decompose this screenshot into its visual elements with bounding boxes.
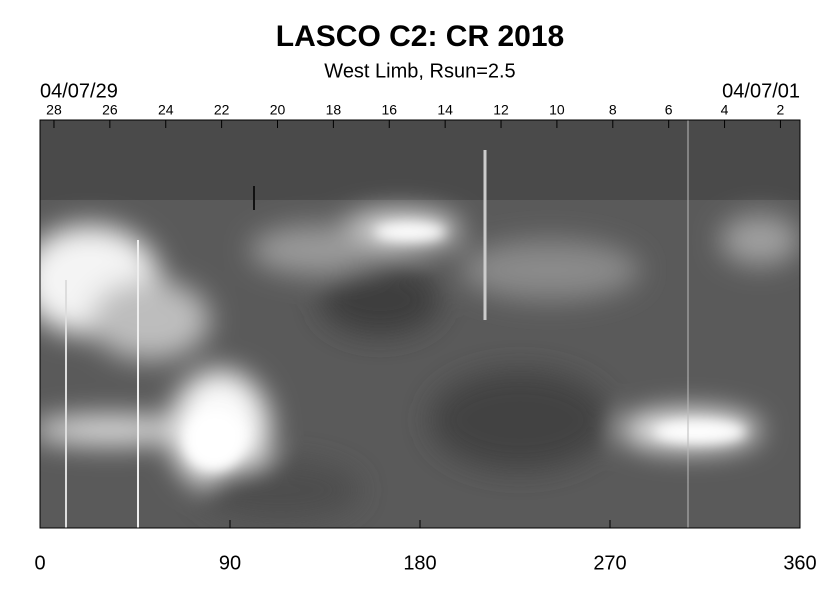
x-tick-label: 180 [403, 552, 436, 574]
chart-title: LASCO C2: CR 2018 [276, 20, 564, 53]
chart-subtitle: West Limb, Rsun=2.5 [324, 60, 515, 82]
top-tick-label: 2 [777, 102, 785, 118]
top-tick-label: 4 [721, 102, 729, 118]
top-tick-label: 26 [102, 102, 118, 118]
start-date: 04/07/29 [40, 80, 118, 102]
top-tick-label: 10 [549, 102, 565, 118]
top-tick-label: 12 [493, 102, 509, 118]
x-tick-label: 0 [34, 552, 45, 574]
top-tick-label: 22 [214, 102, 230, 118]
top-tick-label: 8 [609, 102, 617, 118]
top-tick-label: 20 [270, 102, 286, 118]
x-tick-label: 270 [593, 552, 626, 574]
top-tick-label: 6 [665, 102, 673, 118]
end-date: 04/07/01 [722, 80, 800, 102]
x-tick-label: 90 [219, 552, 241, 574]
synoptic-image [40, 120, 800, 528]
top-tick-label: 14 [437, 102, 453, 118]
top-tick-label: 28 [46, 102, 62, 118]
x-tick-label: 360 [783, 552, 816, 574]
top-tick-label: 16 [381, 102, 397, 118]
top-tick-label: 18 [326, 102, 342, 118]
top-tick-label: 24 [158, 102, 174, 118]
